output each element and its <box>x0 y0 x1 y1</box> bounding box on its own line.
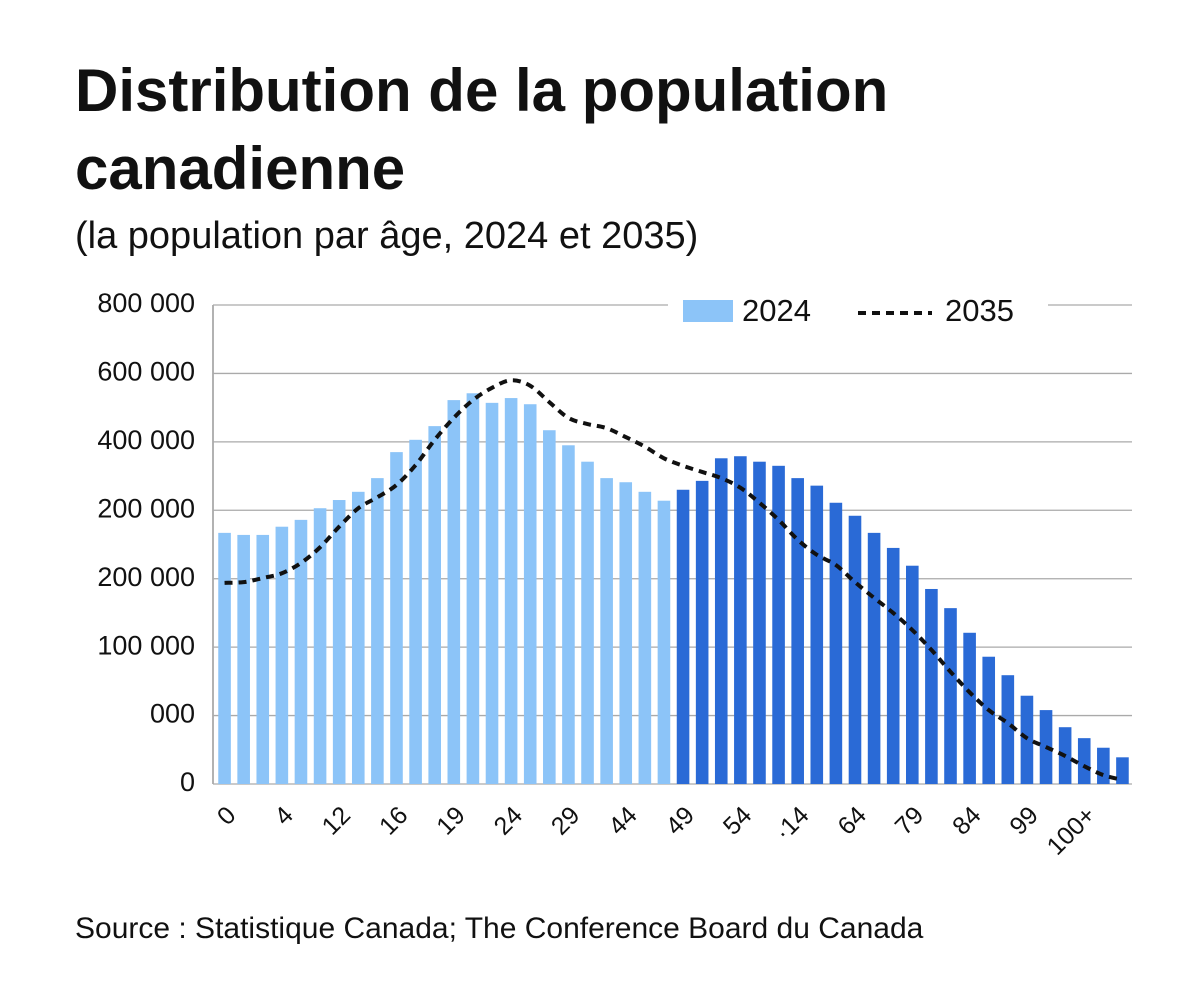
bar <box>409 439 422 784</box>
bar <box>753 461 766 784</box>
y-tick-label: 800 000 <box>97 288 195 318</box>
bar <box>925 588 938 784</box>
bar <box>676 489 690 784</box>
bar <box>810 485 824 784</box>
bar <box>1077 738 1091 784</box>
x-tick-label: 84 <box>947 801 987 841</box>
bar <box>1001 675 1015 784</box>
y-tick-label: 600 000 <box>97 357 195 387</box>
bar <box>1116 757 1129 784</box>
bar <box>428 426 441 784</box>
x-tick-label: 16 <box>374 801 413 840</box>
bar <box>466 393 480 784</box>
bar <box>944 608 957 784</box>
chart-title: Distribution de la population canadienne <box>75 57 889 202</box>
y-tick-label: 400 000 <box>97 425 195 455</box>
chart-subtitle: (la population par âge, 2024 et 2035) <box>75 215 699 257</box>
bar <box>906 565 919 784</box>
bar <box>657 500 671 784</box>
legend-label: 2035 <box>945 293 1014 328</box>
bar <box>294 519 308 784</box>
bar <box>619 482 633 784</box>
bar <box>695 480 709 784</box>
bar <box>772 465 785 784</box>
bar <box>791 478 804 784</box>
bar <box>504 398 518 784</box>
y-tick-label: 000 <box>150 699 195 729</box>
bar <box>562 445 575 784</box>
x-tick-label: 54 <box>718 801 758 841</box>
bar <box>390 452 403 784</box>
bar <box>581 461 594 784</box>
bar <box>523 404 537 784</box>
y-tick-label: 200 000 <box>97 562 195 592</box>
bar <box>313 508 327 784</box>
bar <box>351 491 365 784</box>
x-tick-label: 29 <box>546 801 585 840</box>
x-tick-label: 79 <box>890 801 929 840</box>
bar <box>237 534 250 784</box>
x-tick-label: 24 <box>489 801 529 841</box>
bar <box>886 547 900 784</box>
y-tick-label: 200 000 <box>97 493 195 523</box>
bar <box>256 534 270 784</box>
bar <box>275 526 289 784</box>
x-tick-label: 19 <box>431 801 470 840</box>
x-tick-label: 99 <box>1004 801 1043 840</box>
bar <box>543 430 556 784</box>
x-tick-label: 64 <box>832 801 872 841</box>
source-note: Source : Statistique Canada; The Confere… <box>75 912 924 945</box>
bar <box>600 478 613 784</box>
x-tick-label: 49 <box>661 801 700 840</box>
bar <box>218 532 231 784</box>
x-tick-label: 12 <box>317 801 356 840</box>
x-tick-label: 4 <box>269 801 299 831</box>
bar <box>867 532 881 784</box>
line-2035 <box>224 378 1123 782</box>
x-tick-label: ·14 <box>769 801 814 846</box>
x-tick-label: 0 <box>212 801 242 831</box>
bar <box>714 458 728 784</box>
legend-swatch <box>683 300 733 322</box>
bar <box>963 632 976 784</box>
y-tick-label: 100 000 <box>97 630 195 660</box>
bar <box>447 400 461 784</box>
legend-label: 2024 <box>742 293 811 328</box>
bar <box>485 402 499 784</box>
bar <box>982 656 996 784</box>
bar <box>734 456 747 784</box>
bar <box>1097 747 1110 784</box>
bar <box>829 502 843 784</box>
x-tick-label: 100+ <box>1042 801 1102 861</box>
bar <box>332 500 346 784</box>
bar <box>848 515 862 784</box>
bar <box>638 491 652 784</box>
x-tick-label: 44 <box>603 801 643 841</box>
bar <box>371 478 384 784</box>
y-tick-label: 0 <box>180 767 195 797</box>
